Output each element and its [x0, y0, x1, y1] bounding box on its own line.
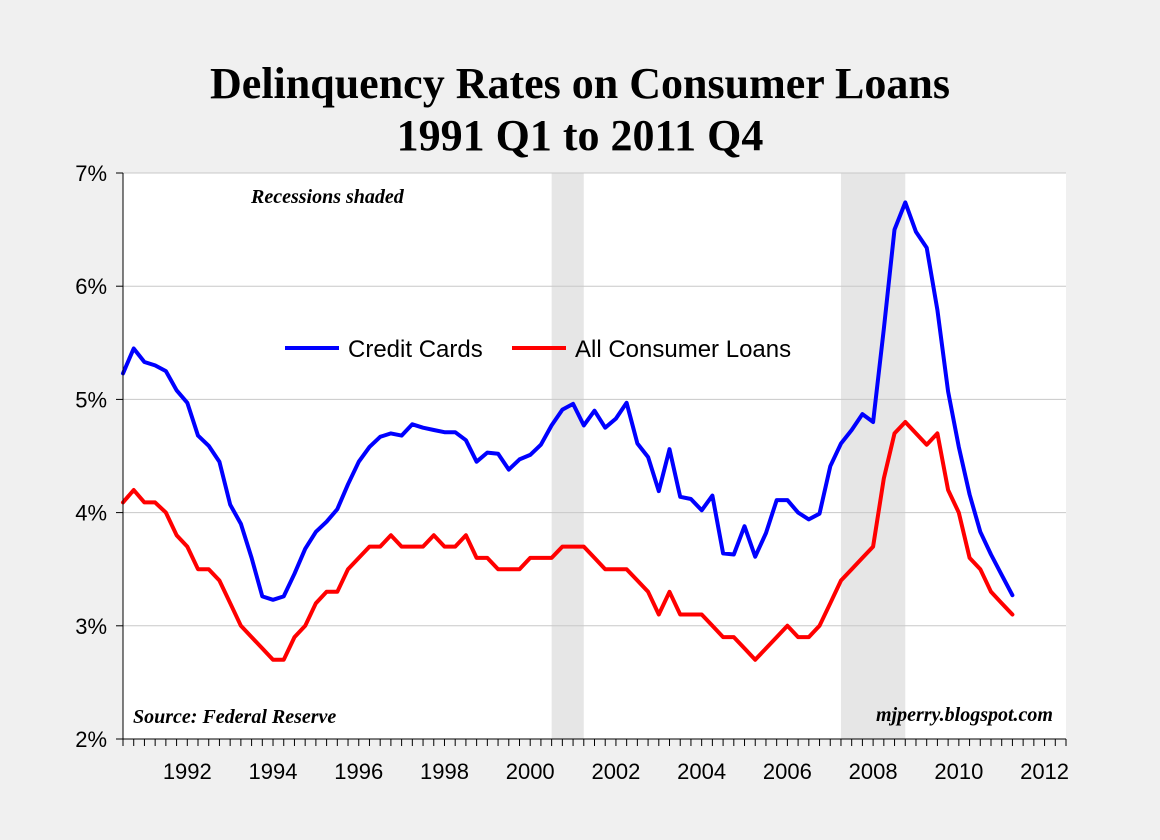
y-tick-label: 5%	[75, 387, 107, 412]
x-tick-label: 1998	[420, 759, 469, 784]
y-tick-label: 6%	[75, 274, 107, 299]
y-tick-label: 4%	[75, 501, 107, 526]
x-tick-label: 1994	[249, 759, 298, 784]
gridlines	[123, 172, 1066, 627]
chart-title: Delinquency Rates on Consumer Loans	[210, 59, 950, 108]
series-lines	[121, 200, 1015, 662]
legend: Credit Cards All Consumer Loans	[285, 336, 791, 363]
x-tick-label: 1992	[163, 759, 212, 784]
series-line-credit-cards	[121, 200, 1015, 602]
recession-band-1	[551, 173, 584, 739]
x-tick-label: 2012	[1020, 759, 1069, 784]
x-tick-label: 1996	[334, 759, 383, 784]
recession-band-2	[840, 173, 906, 739]
x-tick-label: 2010	[934, 759, 983, 784]
y-tick-label: 3%	[75, 614, 107, 639]
chart-subtitle: 1991 Q1 to 2011 Q4	[396, 111, 764, 160]
legend-label-all-consumer-loans: All Consumer Loans	[575, 336, 791, 363]
x-tick-label: 2008	[849, 759, 898, 784]
x-tick-label: 2006	[763, 759, 812, 784]
x-tick-label: 2002	[591, 759, 640, 784]
plot-area	[123, 173, 1066, 739]
y-tick-label: 2%	[75, 727, 107, 752]
axes: 2% 3% 4% 5% 6% 7% 1992 1994 1996 1998 2000 2002 2004…	[75, 161, 1069, 784]
legend-label-credit-cards: Credit Cards	[348, 336, 483, 363]
source-note: Source: Federal Reserve	[133, 706, 336, 728]
series-line-all-consumer-loans	[121, 420, 1015, 662]
x-tick-label: 2000	[506, 759, 555, 784]
recession-shading	[551, 173, 906, 739]
recession-note: Recessions shaded	[250, 186, 405, 208]
y-tick-label: 7%	[75, 161, 107, 186]
blog-credit: mjperry.blogspot.com	[876, 704, 1053, 726]
x-tick-label: 2004	[677, 759, 726, 784]
